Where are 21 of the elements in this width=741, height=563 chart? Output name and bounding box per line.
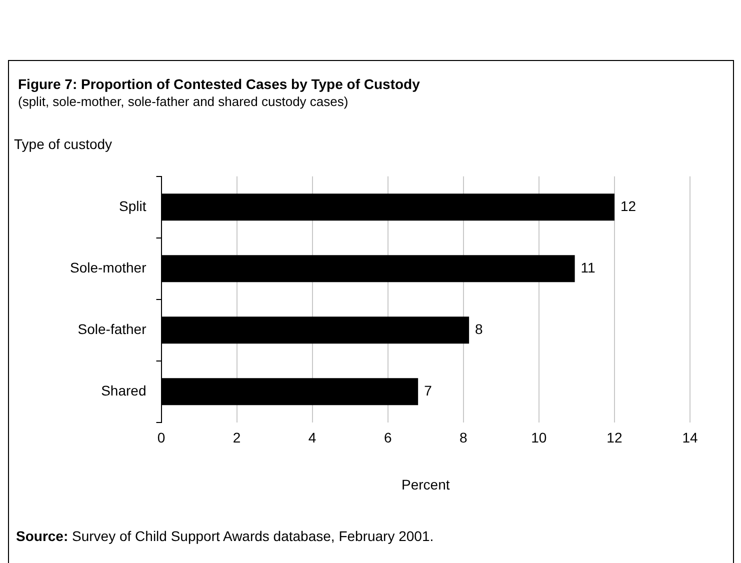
y-tick-label: Sole-father: [78, 321, 147, 338]
x-tick-label: 14: [682, 430, 698, 446]
y-tick-label: Split: [119, 198, 146, 214]
x-tick-label: 12: [606, 430, 622, 446]
x-tick-label: 0: [157, 430, 166, 446]
data-label: 8: [475, 321, 484, 338]
y-tick-label: Shared: [101, 382, 146, 399]
chart-subtitle: (split, sole-mother, sole-father and shared custody cases): [18, 94, 348, 109]
x-tick-label: 4: [308, 430, 316, 446]
data-label: 12: [620, 198, 636, 214]
x-axis-title: Percent: [402, 476, 450, 492]
chart-title: Figure 7: Proportion of Contested Cases by Type of Custody: [18, 76, 420, 92]
y-tick-label: Sole-mother: [70, 260, 147, 276]
x-tick-label: 8: [459, 430, 468, 446]
x-tick-label: 10: [531, 430, 547, 446]
data-label: 7: [424, 382, 432, 399]
x-tick-label: 6: [384, 430, 392, 446]
y-axis-title: Type of custody: [14, 136, 112, 152]
source-note: Source: Survey of Child Support Awards database, February 2001.: [16, 528, 434, 544]
data-label: 11: [580, 260, 596, 276]
x-tick-label: 2: [232, 430, 241, 446]
